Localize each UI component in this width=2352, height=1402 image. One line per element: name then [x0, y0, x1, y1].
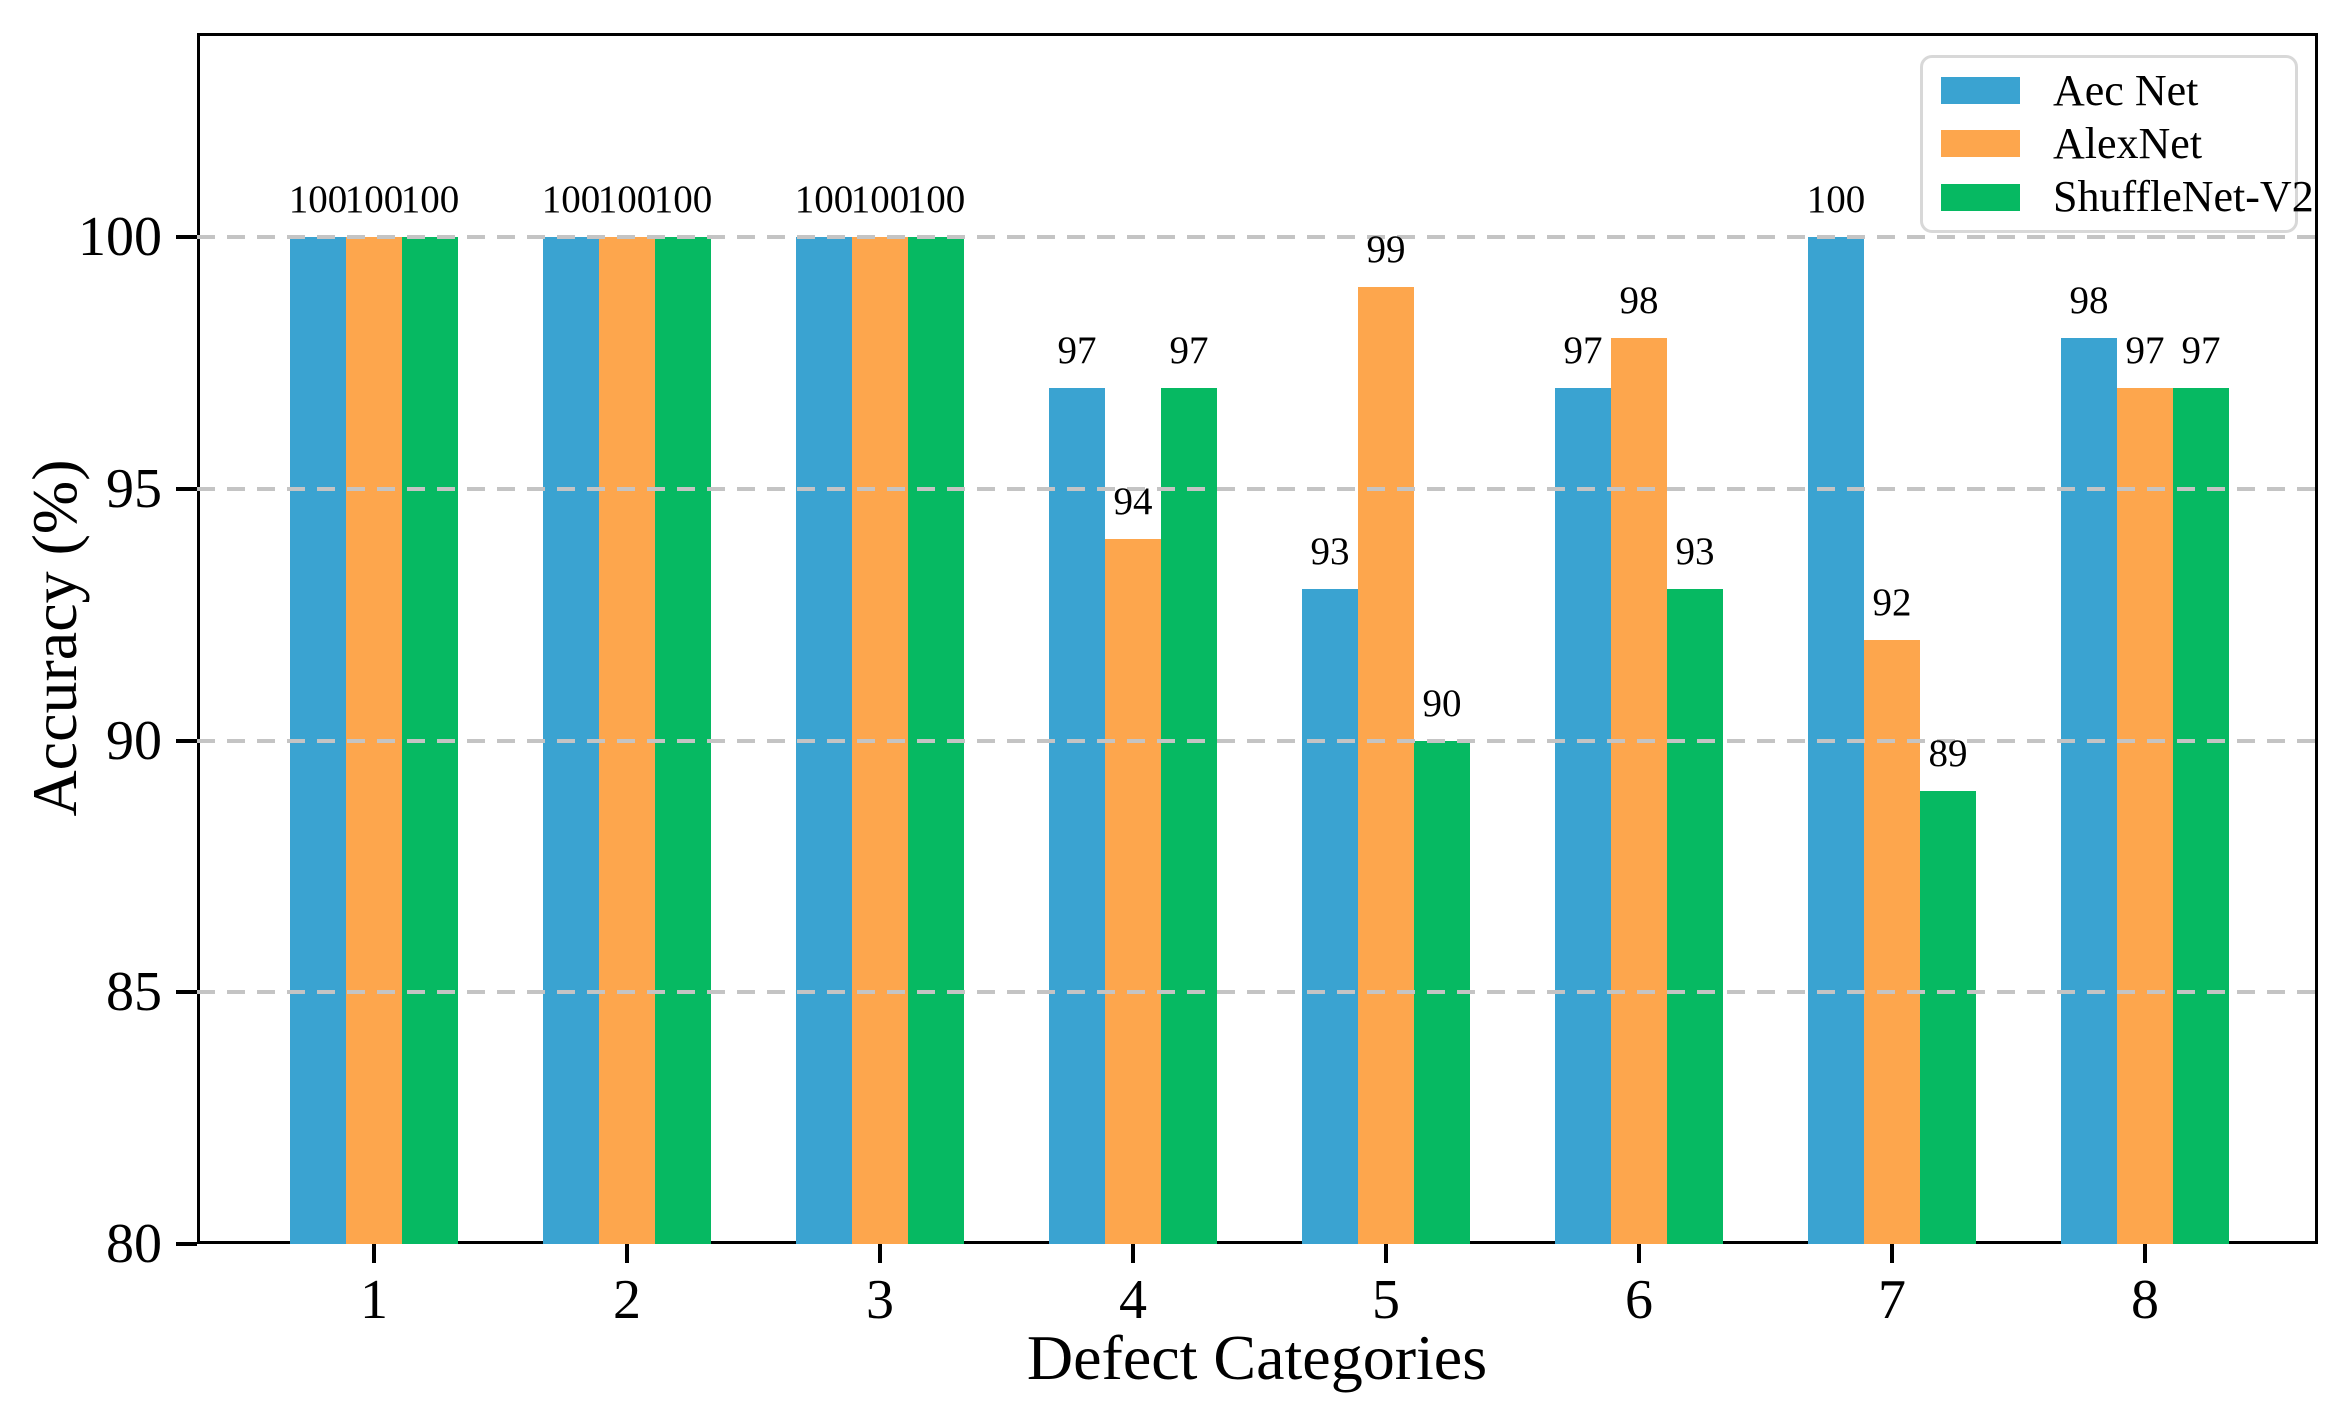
gridline-85 — [197, 990, 2318, 995]
x-tick-mark-4 — [1131, 1244, 1135, 1263]
value-label-aec-net-cat7: 100 — [1806, 178, 1866, 221]
legend-item-alexnet: AlexNet — [1923, 118, 2295, 170]
x-tick-label-7: 7 — [1878, 1269, 1906, 1331]
x-tick-mark-8 — [2143, 1244, 2147, 1263]
value-label-alexnet-cat6: 98 — [1619, 278, 1659, 322]
value-label-aec-net-cat8: 98 — [2069, 278, 2109, 322]
value-label-shufflenet-v2-cat7: 89 — [1928, 731, 1968, 775]
gridline-90 — [197, 738, 2318, 743]
y-tick-label-80: 80 — [106, 1213, 162, 1275]
bar-shufflenet-v2-cat8 — [2173, 388, 2229, 1244]
value-label-shufflenet-v2-cat8: 97 — [2181, 329, 2221, 373]
value-label-alexnet-cat5: 99 — [1366, 228, 1406, 272]
value-label-aec-net-cat1: 100 — [288, 178, 348, 221]
bar-alexnet-cat6 — [1611, 337, 1667, 1244]
value-label-aec-net-cat2: 100 — [541, 178, 601, 221]
x-tick-label-3: 3 — [866, 1269, 894, 1331]
bar-shufflenet-v2-cat7 — [1920, 790, 1976, 1244]
legend-label-alexnet: AlexNet — [2053, 118, 2203, 168]
x-tick-mark-6 — [1637, 1244, 1641, 1263]
bar-aec-net-cat8 — [2061, 337, 2117, 1244]
legend-label-shufflenet-v2: ShuffleNet-V2 — [2053, 172, 2314, 222]
value-label-alexnet-cat4: 94 — [1113, 480, 1153, 524]
legend: Aec Net AlexNet ShuffleNet-V2 — [1920, 55, 2314, 233]
x-tick-label-8: 8 — [2131, 1269, 2159, 1331]
x-tick-label-6: 6 — [1625, 1269, 1653, 1331]
x-tick-label-2: 2 — [613, 1269, 641, 1331]
value-label-alexnet-cat3: 100 — [850, 178, 910, 221]
value-label-shufflenet-v2-cat6: 93 — [1675, 530, 1715, 574]
bar-aec-net-cat5 — [1302, 589, 1358, 1244]
x-tick-mark-2 — [625, 1244, 629, 1263]
gridline-100 — [197, 235, 2318, 239]
value-label-aec-net-cat5: 93 — [1310, 530, 1350, 574]
bar-aec-net-cat6 — [1555, 388, 1611, 1244]
value-label-alexnet-cat1: 100 — [344, 178, 404, 221]
y-tick-mark-100 — [176, 235, 197, 239]
value-label-shufflenet-v2-cat1: 100 — [400, 178, 460, 221]
y-tick-label-95: 95 — [106, 457, 162, 520]
bar-alexnet-cat8 — [2117, 388, 2173, 1244]
value-label-alexnet-cat7: 92 — [1872, 580, 1912, 624]
y-tick-mark-95 — [176, 486, 197, 491]
x-tick-label-1: 1 — [360, 1269, 388, 1331]
y-tick-label-90: 90 — [106, 709, 162, 772]
value-label-shufflenet-v2-cat4: 97 — [1169, 329, 1209, 373]
y-tick-mark-85 — [176, 990, 197, 995]
bar-shufflenet-v2-cat4 — [1161, 388, 1217, 1244]
x-tick-label-5: 5 — [1372, 1269, 1400, 1331]
legend-label-aec-net: Aec Net — [2053, 65, 2199, 115]
x-tick-mark-3 — [878, 1244, 882, 1263]
value-label-shufflenet-v2-cat3: 100 — [906, 178, 966, 221]
value-label-alexnet-cat8: 97 — [2125, 329, 2165, 373]
value-label-aec-net-cat3: 100 — [794, 178, 854, 221]
y-tick-label-100: 100 — [78, 206, 162, 268]
bar-aec-net-cat4 — [1049, 388, 1105, 1244]
value-label-aec-net-cat6: 97 — [1563, 329, 1603, 373]
legend-swatch-shufflenet-v2 — [1941, 183, 2020, 211]
legend-item-shufflenet-v2: ShuffleNet-V2 — [1923, 171, 2314, 223]
value-label-shufflenet-v2-cat2: 100 — [653, 178, 713, 221]
x-tick-mark-5 — [1384, 1244, 1388, 1263]
x-tick-mark-1 — [372, 1244, 376, 1263]
bar-shufflenet-v2-cat6 — [1667, 589, 1723, 1244]
x-tick-mark-7 — [1890, 1244, 1894, 1263]
bar-alexnet-cat7 — [1864, 639, 1920, 1244]
legend-swatch-alexnet — [1941, 130, 2020, 158]
gridline-95 — [197, 486, 2318, 491]
y-tick-mark-80 — [176, 1242, 197, 1246]
x-tick-label-4: 4 — [1119, 1269, 1147, 1331]
bar-alexnet-cat4 — [1105, 539, 1161, 1244]
legend-item-aec-net: Aec Net — [1923, 65, 2295, 117]
x-axis-label: Defect Categories — [1026, 1322, 1488, 1393]
y-tick-mark-90 — [176, 738, 197, 743]
bar-alexnet-cat5 — [1358, 287, 1414, 1244]
y-tick-label-85: 85 — [106, 961, 162, 1024]
value-label-shufflenet-v2-cat5: 90 — [1422, 681, 1462, 725]
value-label-aec-net-cat4: 97 — [1057, 329, 1097, 373]
value-label-alexnet-cat2: 100 — [597, 178, 657, 221]
legend-swatch-aec-net — [1941, 77, 2020, 105]
